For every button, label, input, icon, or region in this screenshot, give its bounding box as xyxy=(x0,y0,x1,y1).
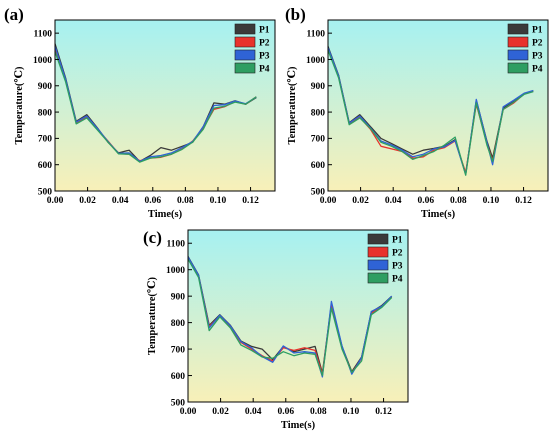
x-tick-label: 0.04 xyxy=(112,196,129,206)
legend-swatch-p3 xyxy=(234,49,256,61)
legend-label-p2: P2 xyxy=(259,39,270,49)
y-tick-label: 900 xyxy=(311,82,326,92)
y-tick-label: 900 xyxy=(171,292,186,302)
y-tick-label: 600 xyxy=(311,161,326,171)
x-tick-label: 0.02 xyxy=(79,196,96,206)
legend-swatch-p4 xyxy=(507,62,529,74)
y-axis-title: Temperature(℃) xyxy=(287,66,298,144)
panel-b: (b) 500 600 700 800 900 1000 1100 0.00 0.02 0.04 0.… xyxy=(285,5,549,220)
x-tick-label: 0.04 xyxy=(385,196,402,206)
legend-label-p1: P1 xyxy=(259,26,270,36)
x-tick-label: 0.10 xyxy=(343,407,360,417)
x-tick-label: 0.00 xyxy=(47,196,64,206)
y-tick-label: 500 xyxy=(38,187,53,197)
y-axis-title: Temperature(℃) xyxy=(147,277,158,355)
legend-swatch-p4 xyxy=(234,62,256,74)
y-tick-label: 600 xyxy=(171,372,186,382)
series-line-p4 xyxy=(54,51,257,163)
y-tick-label: 500 xyxy=(171,398,186,408)
y-tick-label: 1000 xyxy=(166,266,185,276)
plot-background xyxy=(55,20,275,191)
y-tick-label: 800 xyxy=(311,108,326,118)
x-tick-label: 0.06 xyxy=(144,196,161,206)
series-line-p3 xyxy=(54,46,257,162)
x-tick-label: 0.12 xyxy=(242,196,259,206)
y-tick-label: 1100 xyxy=(34,29,53,39)
series-line-p3 xyxy=(187,256,393,378)
y-tick-label: 1000 xyxy=(306,56,325,66)
x-tick-label: 0.00 xyxy=(180,407,197,417)
legend-swatch-p2 xyxy=(234,36,256,48)
x-tick-label: 0.04 xyxy=(245,407,262,417)
y-tick-label: 800 xyxy=(38,108,53,118)
legend-swatch-p1 xyxy=(234,23,256,35)
y-tick-label: 1000 xyxy=(33,56,52,66)
y-axis-title: Temperature(℃) xyxy=(14,66,25,144)
plot-background xyxy=(328,20,548,191)
legend-swatch-p2 xyxy=(367,246,389,258)
legend-swatch-p4 xyxy=(367,272,389,284)
panel-label: (a) xyxy=(4,5,24,24)
x-tick-label: 0.12 xyxy=(515,196,532,206)
legend-label-p3: P3 xyxy=(259,52,270,62)
legend-label-p2: P2 xyxy=(392,249,403,259)
y-tick-label: 1100 xyxy=(167,240,186,250)
x-tick-label: 0.10 xyxy=(483,196,500,206)
panel-c: (c) 500 600 700 800 900 1000 1100 0.00 0.02 0.04 0.… xyxy=(143,228,409,431)
legend: P1 P2 P3 P4 xyxy=(507,23,543,75)
legend-swatch-p3 xyxy=(367,259,389,271)
legend: P1 P2 P3 P4 xyxy=(234,23,270,75)
x-tick-label: 0.08 xyxy=(310,407,327,417)
legend-label-p3: P3 xyxy=(392,262,403,272)
y-tick-label: 500 xyxy=(311,187,326,197)
x-axis-title: Time(s) xyxy=(421,209,456,220)
y-tick-label: 700 xyxy=(38,135,53,145)
panel-a: (a) 500 600 700 800 900 1000 1100 0.00 0.02 0.04 0.… xyxy=(4,5,276,220)
x-tick-label: 0.08 xyxy=(177,196,194,206)
x-tick-label: 0.06 xyxy=(277,407,294,417)
legend-swatch-p1 xyxy=(507,23,529,35)
x-tick-label: 0.06 xyxy=(417,196,434,206)
axes-frame xyxy=(327,19,549,192)
x-tick-label: 0.02 xyxy=(352,196,369,206)
legend-swatch-p1 xyxy=(367,233,389,245)
series-line-p4 xyxy=(187,258,393,377)
panel-label: (c) xyxy=(143,228,162,247)
legend-label-p1: P1 xyxy=(532,26,543,36)
legend-swatch-p2 xyxy=(507,36,529,48)
legend-swatch-p3 xyxy=(507,49,529,61)
x-tick-label: 0.08 xyxy=(450,196,467,206)
x-tick-label: 0.02 xyxy=(212,407,229,417)
y-tick-label: 900 xyxy=(38,82,53,92)
legend-label-p4: P4 xyxy=(532,65,543,75)
axes-frame xyxy=(54,19,276,192)
x-tick-label: 0.00 xyxy=(320,196,337,206)
legend-label-p3: P3 xyxy=(532,52,543,62)
y-tick-label: 700 xyxy=(171,345,186,355)
panel-label: (b) xyxy=(285,5,306,24)
y-tick-label: 600 xyxy=(38,161,53,171)
x-axis-title: Time(s) xyxy=(281,420,316,431)
y-tick-label: 1100 xyxy=(307,29,326,39)
series-line-p1 xyxy=(54,43,257,163)
x-tick-label: 0.12 xyxy=(375,407,392,417)
axes-frame xyxy=(187,229,409,403)
y-tick-label: 700 xyxy=(311,135,326,145)
y-tick-label: 800 xyxy=(171,319,186,329)
x-axis-title: Time(s) xyxy=(148,209,183,220)
legend: P1 P2 P3 P4 xyxy=(367,233,403,285)
legend-label-p4: P4 xyxy=(259,65,270,75)
legend-label-p2: P2 xyxy=(532,39,543,49)
x-tick-label: 0.10 xyxy=(210,196,227,206)
legend-label-p4: P4 xyxy=(392,275,403,285)
legend-label-p1: P1 xyxy=(392,236,403,246)
series-line-p4 xyxy=(327,50,534,176)
